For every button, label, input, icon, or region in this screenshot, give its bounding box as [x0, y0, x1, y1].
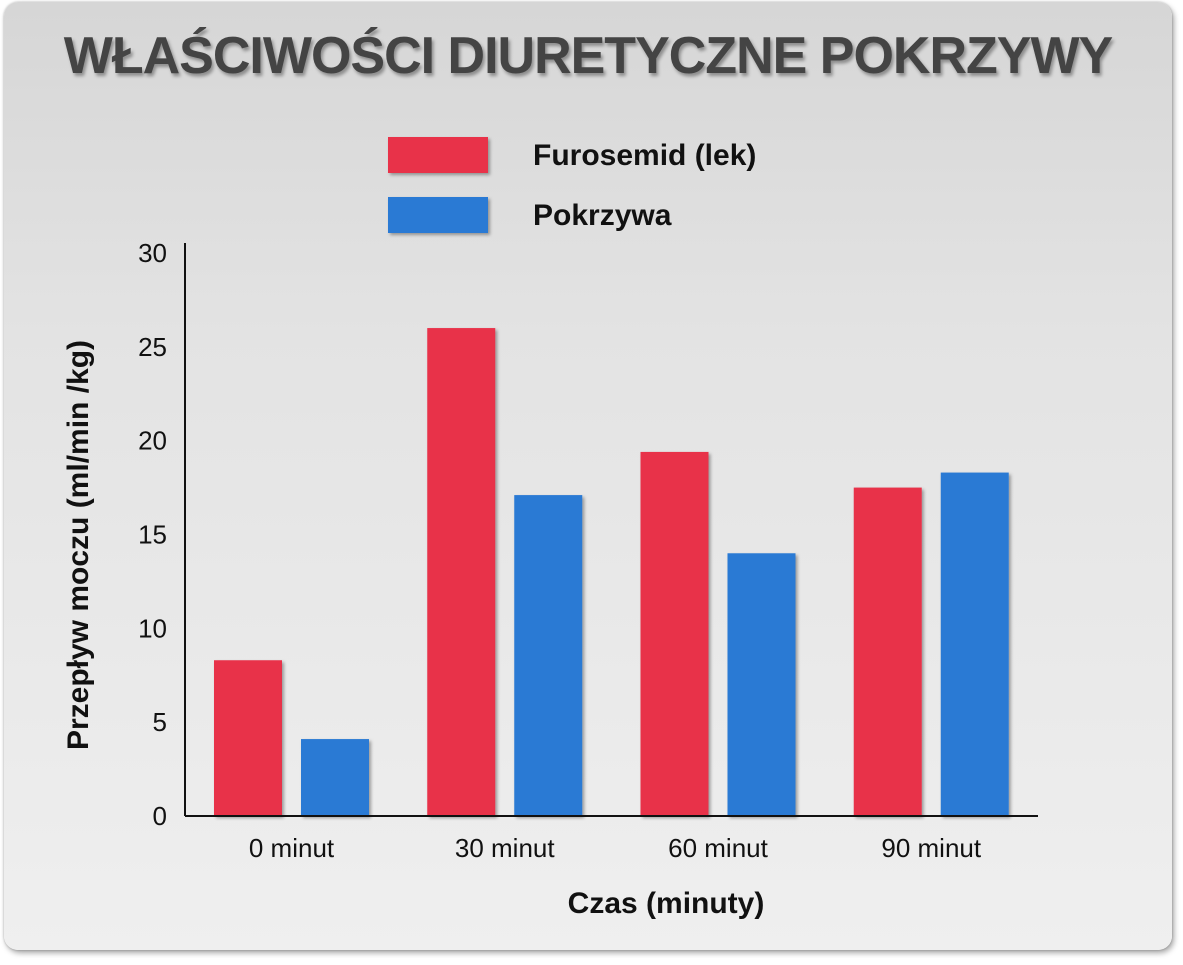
y-tick-label: 10 — [138, 613, 167, 643]
x-tick-label: 90 minut — [881, 833, 981, 863]
x-tick-label: 30 minut — [455, 833, 555, 863]
legend-label-furosemid: Furosemid (lek) — [533, 139, 756, 172]
bar-pokrzywa-3 — [940, 472, 1009, 816]
x-tick-label: 60 minut — [668, 833, 768, 863]
y-tick-label: 5 — [153, 707, 167, 737]
bar-pokrzywa-2 — [727, 553, 796, 816]
y-tick-label: 25 — [138, 332, 167, 362]
y-tick-label: 0 — [153, 801, 167, 831]
x-axis: 0 minut 30 minut 60 minut 90 minut — [185, 815, 1038, 863]
y-tick-label: 20 — [138, 426, 167, 456]
bar-furosemid-2 — [640, 451, 709, 816]
legend-swatch-pokrzywa — [388, 197, 488, 233]
bar-pokrzywa-1 — [514, 495, 583, 816]
legend-label-pokrzywa: Pokrzywa — [533, 199, 672, 232]
bar-pokrzywa-0 — [301, 739, 369, 816]
x-axis-title: Czas (minuty) — [568, 887, 765, 920]
y-tick-label: 30 — [138, 238, 167, 268]
bars — [214, 328, 1009, 816]
legend: Furosemid (lek) Pokrzywa — [388, 137, 756, 233]
y-axis-title: Przepływ moczu (ml/min /kg) — [62, 340, 95, 750]
y-tick-label: 15 — [138, 520, 167, 550]
y-axis: 0 5 10 15 20 25 30 — [138, 238, 186, 831]
bar-furosemid-1 — [427, 328, 496, 816]
chart-title: WŁAŚCIWOŚCI DIURETYCZNE POKRZYWY — [63, 27, 1113, 85]
bar-furosemid-3 — [853, 487, 922, 816]
bar-furosemid-0 — [214, 660, 282, 816]
x-tick-label: 0 minut — [249, 833, 335, 863]
legend-swatch-furosemid — [388, 137, 488, 173]
